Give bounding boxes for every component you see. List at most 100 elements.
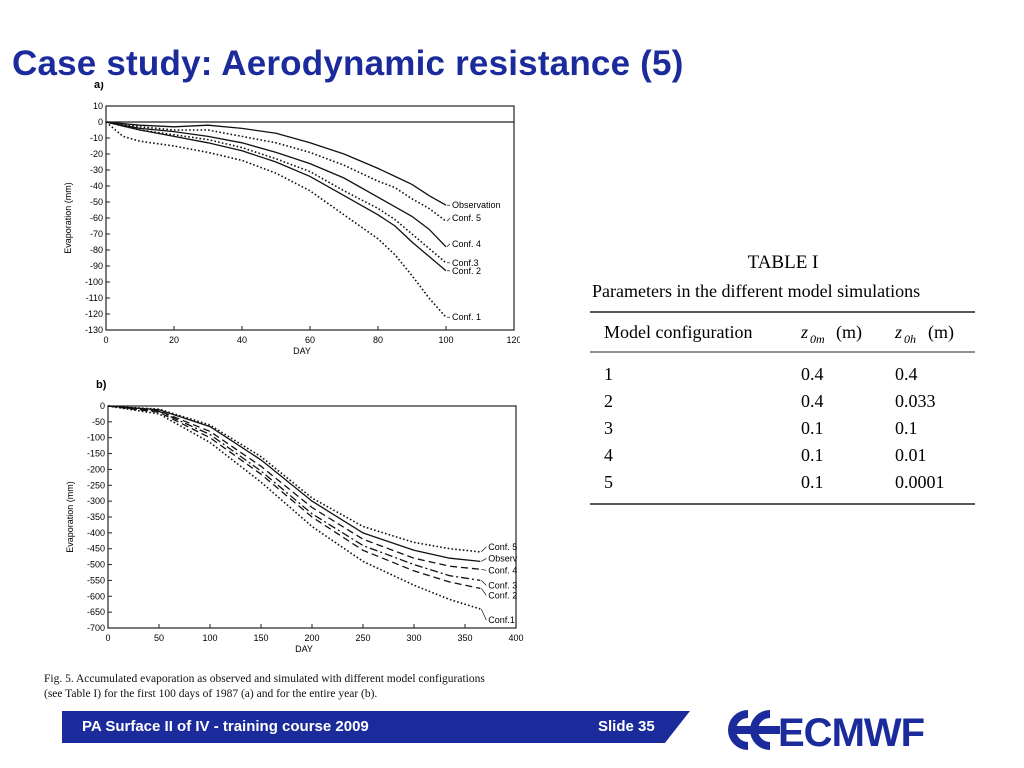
chart-a: a)100-10-20-30-40-50-60-70-80-90-100-110… [63,82,520,356]
series-label: Conf. 2 [488,590,517,600]
y-axis-label: Evaporation (mm) [63,182,73,254]
svg-text:0h: 0h [904,332,916,346]
caption-line-2: (see Table I) for the first 100 days of … [44,688,378,700]
x-axis-label: DAY [293,346,311,356]
y-tick-label: 0 [98,117,103,127]
series-line-6 [105,121,447,318]
series-leader [481,546,487,553]
series-leader [446,243,451,248]
x-tick-label: 20 [169,335,179,345]
y-axis-label: Evaporation (mm) [65,481,75,553]
series-label: Conf.3 [452,258,479,268]
table-cell-config: 2 [604,391,613,411]
y-tick-label: -100 [87,433,105,443]
table-cell-z0m: 0.4 [801,364,824,384]
footer-bar [62,711,690,743]
y-tick-label: -600 [87,591,105,601]
series-line-4 [105,121,447,264]
table-header-z0h: z 0h (m) [894,322,954,346]
series-line-3 [105,121,447,248]
series-line-1 [107,405,481,553]
y-tick-label: -500 [87,560,105,570]
series-label: Observ [488,553,518,563]
table-cell-z0h: 0.01 [895,445,927,465]
y-tick-label: -200 [87,464,105,474]
series-leader [481,588,487,596]
series-label: Conf. 5 [452,213,481,223]
series-leader [481,558,487,562]
series-line-2 [107,405,481,563]
y-tick-label: 10 [93,101,103,111]
table-body: 1 0.4 0.4 2 0.4 0.033 3 0.1 0.1 4 0.1 0.01 5 0.1 0.000… [604,364,945,492]
y-tick-label: -50 [92,417,105,427]
y-tick-label: -450 [87,544,105,554]
y-tick-label: -350 [87,512,105,522]
y-tick-label: -80 [90,245,103,255]
y-tick-label: -120 [85,309,103,319]
y-tick-label: -100 [85,277,103,287]
figure-caption: Fig. 5. Accumulated evaporation as obser… [44,672,564,702]
y-tick-label: -250 [87,480,105,490]
y-tick-label: -550 [87,575,105,585]
x-tick-label: 250 [355,633,370,643]
series-leader [481,568,487,571]
table-cell-z0m: 0.1 [801,445,824,465]
table-subtitle: Parameters in the different model simula… [592,281,920,301]
y-tick-label: -130 [85,325,103,335]
panel-label: a) [94,82,104,91]
y-tick-label: -30 [90,165,103,175]
ecmwf-logo-text: ECMWF [778,711,924,754]
ecmwf-logo: ECMWF [728,710,925,754]
series-label: Conf.1 [488,615,515,625]
svg-text:z: z [800,322,808,342]
footer-slide-number: Slide 35 [598,718,655,735]
x-tick-label: 0 [103,335,108,345]
x-tick-label: 60 [305,335,315,345]
series-line-2 [105,121,447,222]
x-tick-label: 50 [154,633,164,643]
x-tick-label: 40 [237,335,247,345]
table-cell-config: 1 [604,364,613,384]
y-tick-label: -110 [86,293,103,303]
caption-line-1: Fig. 5. Accumulated evaporation as obser… [44,673,485,685]
table-cell-config: 3 [604,418,613,438]
svg-text:0m: 0m [810,332,825,346]
x-tick-label: 0 [105,633,110,643]
svg-text:(m): (m) [836,322,862,343]
table-cell-config: 5 [604,472,613,492]
table-cell-z0m: 0.4 [801,391,824,411]
y-tick-label: -700 [87,623,105,633]
series-line-6 [107,405,481,610]
y-tick-label: -40 [90,181,103,191]
series-label: Conf. 3 [488,580,517,590]
series-label: Conf. 1 [452,312,481,322]
chart-b: b) 0 -50 -100 -150 -200 -250 -300 -350 -400 -450 -5… [65,379,524,654]
series-leader [480,608,487,621]
parameters-table: TABLE I Parameters in the different mode… [590,252,975,505]
table-header-z0m: z 0m (m) [800,322,862,346]
y-tick-label: 0 [100,401,105,411]
x-tick-label: 120 [506,335,520,345]
x-tick-label: 100 [438,335,453,345]
series-leader [446,217,451,222]
x-tick-label: 150 [253,633,268,643]
series-label: Conf. 5 [488,542,517,552]
y-tick-label: -400 [87,528,105,538]
x-axis-label: DAY [295,644,313,654]
series-label: Conf. 4 [488,565,517,575]
table-cell-z0h: 0.4 [895,364,918,384]
table-header-config: Model configuration [604,322,752,342]
x-tick-label: 350 [457,633,472,643]
table-cell-z0h: 0.0001 [895,472,945,492]
series-line-5 [107,405,481,590]
y-tick-label: -70 [90,229,103,239]
table-cell-z0m: 0.1 [801,472,824,492]
table-cell-z0m: 0.1 [801,418,824,438]
series-label: Conf. 2 [452,266,481,276]
series-line-4 [107,405,481,582]
x-tick-label: 200 [304,633,319,643]
x-tick-label: 100 [202,633,217,643]
x-tick-label: 80 [373,335,383,345]
svg-text:(m): (m) [928,322,954,343]
svg-text:z: z [894,322,902,342]
